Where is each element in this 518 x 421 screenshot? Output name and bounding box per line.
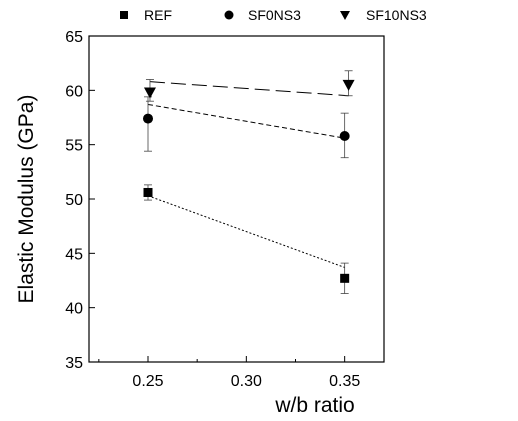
- plot-frame: [88, 35, 385, 363]
- legend-label-sf0ns3: SF0NS3: [248, 7, 301, 23]
- legend-marker-sf10ns3: [340, 11, 350, 20]
- y-tick-label: 50: [65, 192, 83, 209]
- y-tick-label: 40: [65, 301, 83, 318]
- point-ref: [143, 187, 153, 197]
- legend-item-sf0ns3: SF0NS3: [224, 7, 301, 23]
- series-sf0ns3: [143, 96, 350, 159]
- plot-border: [88, 35, 385, 363]
- point-sf0ns3: [339, 130, 350, 141]
- trend-line-sf0ns3: [147, 103, 345, 139]
- y-tick-label: 35: [65, 355, 83, 372]
- point-ref: [340, 273, 350, 283]
- x-axis-label: w/b ratio: [274, 394, 354, 417]
- y-tick-label: 55: [65, 138, 83, 155]
- x-tick-label: 0.25: [132, 373, 163, 390]
- point-sf10ns3: [143, 87, 156, 99]
- legend-item-sf10ns3: SF10NS3: [340, 7, 427, 23]
- legend: REF SF0NS3 SF10NS3: [120, 7, 427, 23]
- trend-line-sf10ns3: [149, 81, 349, 97]
- y-tick-label: 60: [65, 83, 83, 100]
- series-ref: [143, 184, 350, 294]
- legend-item-ref: REF: [120, 7, 172, 23]
- series-layer: [143, 70, 355, 294]
- y-axis-label: Elastic Modulus (GPa): [15, 95, 38, 304]
- y-axis: 35 40 45 50 55 60 65: [65, 29, 95, 372]
- y-tick-label: 45: [65, 246, 83, 263]
- legend-marker-sf0ns3: [224, 10, 234, 20]
- x-axis: 0.25 0.30 0.35: [98, 356, 360, 390]
- series-sf10ns3: [143, 70, 355, 102]
- x-tick-label: 0.35: [329, 373, 360, 390]
- legend-marker-ref: [120, 11, 128, 19]
- x-tick-label: 0.30: [231, 373, 262, 390]
- point-sf10ns3: [342, 79, 355, 91]
- legend-label-sf10ns3: SF10NS3: [366, 7, 427, 23]
- legend-label-ref: REF: [144, 7, 172, 23]
- trend-line-ref: [147, 195, 345, 268]
- y-tick-label: 65: [65, 29, 83, 46]
- point-sf0ns3: [143, 113, 153, 124]
